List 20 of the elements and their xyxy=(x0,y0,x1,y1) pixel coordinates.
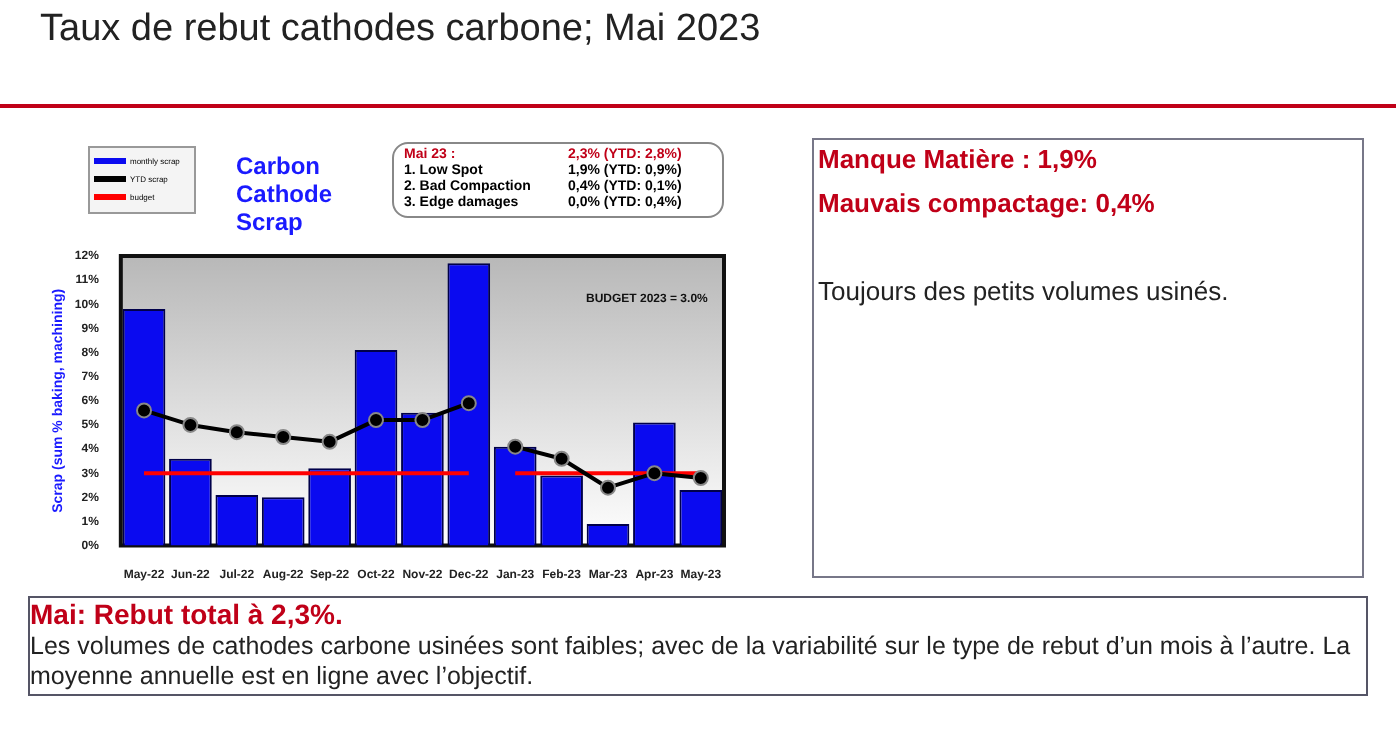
text: Mauvais compactage: 0,4% xyxy=(818,188,1155,218)
point xyxy=(136,402,153,419)
point xyxy=(321,433,338,450)
point xyxy=(646,465,663,482)
chart-title: Carbon Cathode Scrap xyxy=(236,152,334,236)
text: Mai: Rebut total à 2,3%. xyxy=(30,598,343,630)
point xyxy=(368,412,385,429)
point xyxy=(460,395,477,412)
point xyxy=(600,479,616,496)
point xyxy=(182,416,199,433)
text: Manque Matière : 1,9% xyxy=(818,144,1097,174)
text: Toujours des petits volumes usinés. xyxy=(818,276,1229,306)
point xyxy=(507,438,524,455)
point xyxy=(275,429,292,445)
text: Taux de rebut cathodes carbone; Mai 2023 xyxy=(40,8,761,52)
text: Les volumes de cathodes carbone usinées sont faibles; avec de la variabilité sur le type de rebut d’un mois à l’autre. La moyenne annuelle est en ligne avec l’objectif. xyxy=(30,632,1353,692)
point xyxy=(692,470,709,487)
point xyxy=(414,412,431,429)
point xyxy=(553,450,570,467)
point xyxy=(228,424,245,441)
